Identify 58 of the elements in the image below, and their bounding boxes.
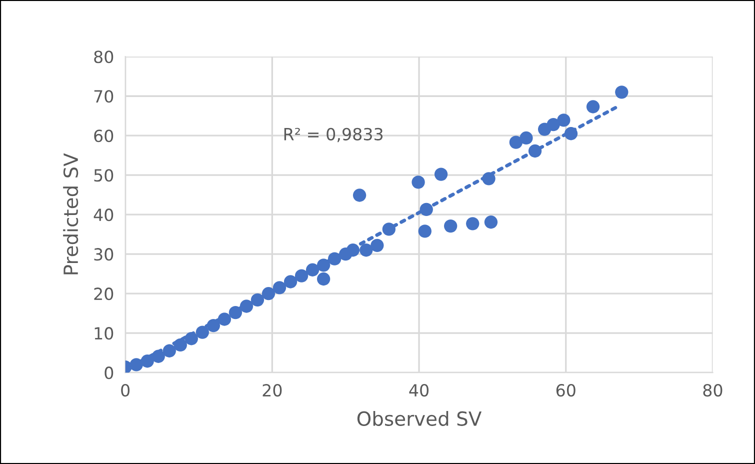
point	[272, 281, 286, 294]
point	[528, 144, 542, 158]
x-tick-label: 20	[262, 384, 282, 397]
point	[352, 188, 366, 202]
point	[218, 312, 232, 326]
point	[546, 118, 560, 132]
annotation: R² = 0,9833	[284, 128, 383, 142]
y-tick-label: 40	[94, 208, 114, 222]
x-tick-label: 80	[703, 384, 722, 397]
y-tick-label: 50	[94, 169, 114, 182]
point	[306, 263, 320, 276]
y-tick-label: 30	[94, 248, 114, 261]
point	[420, 202, 433, 216]
point	[466, 217, 480, 230]
point	[162, 344, 176, 358]
point	[444, 219, 458, 233]
y-tick-label: 60	[94, 130, 114, 142]
point	[370, 238, 384, 252]
y-axis-title: Predicted SV	[63, 153, 78, 274]
point	[509, 136, 523, 149]
point	[346, 244, 360, 257]
point	[564, 127, 578, 140]
point	[615, 86, 628, 99]
point	[316, 258, 330, 272]
point	[557, 114, 570, 127]
y-tick-label: 80	[94, 50, 114, 64]
point	[418, 224, 432, 238]
point	[174, 338, 187, 352]
y-tick-label: 0	[104, 366, 114, 380]
y-tick-label: 70	[94, 90, 114, 103]
point	[434, 168, 448, 181]
point	[152, 350, 165, 363]
y-tick-label: 20	[94, 288, 114, 300]
point	[484, 216, 498, 229]
point	[482, 172, 496, 186]
point	[360, 244, 373, 257]
point	[184, 332, 198, 346]
point	[140, 354, 154, 368]
point	[206, 319, 220, 332]
point	[130, 358, 143, 372]
point	[284, 275, 298, 288]
point	[520, 131, 533, 145]
point	[382, 222, 396, 236]
point	[228, 306, 242, 320]
point	[240, 300, 254, 313]
x-tick-label: 0	[121, 384, 130, 397]
point	[294, 269, 308, 282]
y-tick-label: 10	[94, 327, 114, 340]
point	[328, 252, 342, 266]
point	[262, 287, 276, 300]
point	[586, 100, 600, 114]
point	[316, 272, 330, 286]
x-axis-title: Observed SV	[357, 410, 482, 426]
point	[250, 293, 264, 307]
point	[412, 176, 425, 189]
x-tick-label: 60	[556, 384, 576, 397]
x-tick-label: 40	[409, 384, 429, 397]
point	[196, 326, 210, 339]
